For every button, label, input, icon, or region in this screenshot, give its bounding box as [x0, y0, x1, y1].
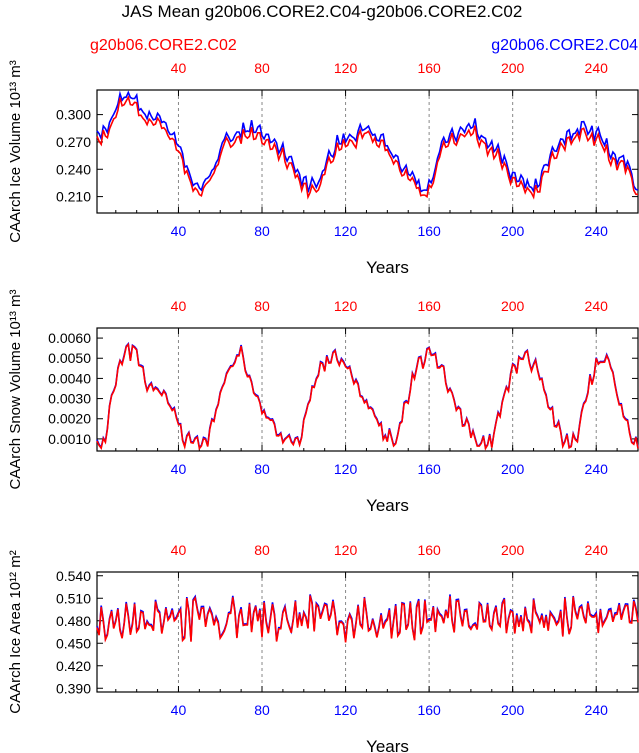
x-tick-label-bottom: 40 — [171, 461, 187, 477]
x-tick-label-top: 120 — [334, 298, 358, 314]
y-tick-label: 0.0030 — [48, 391, 91, 407]
y-axis-label: CAArch Ice Area 10¹² m² — [7, 550, 24, 713]
y-tick-label: 0.0040 — [48, 370, 91, 386]
legend-label-c02: g20b06.CORE2.C02 — [90, 37, 237, 54]
x-tick-label-bottom: 240 — [585, 223, 609, 239]
x-tick-label-top: 160 — [417, 298, 441, 314]
x-tick-label-top: 160 — [417, 60, 441, 76]
x-tick-label-bottom: 200 — [501, 223, 525, 239]
x-axis-label: Years — [366, 496, 409, 515]
y-tick-label: 0.0010 — [48, 431, 91, 447]
series-line-c02 — [96, 595, 639, 643]
x-tick-label-bottom: 120 — [334, 702, 358, 718]
x-tick-label-bottom: 120 — [334, 223, 358, 239]
x-tick-label-bottom: 200 — [501, 461, 525, 477]
x-tick-label-bottom: 160 — [417, 223, 441, 239]
plot-frame — [96, 571, 639, 693]
x-tick-label-top: 40 — [171, 542, 187, 558]
plot-frame — [96, 327, 639, 452]
x-tick-label-top: 160 — [417, 542, 441, 558]
y-tick-label: 0.210 — [56, 189, 91, 205]
series-line-c02 — [96, 95, 639, 200]
x-axis-label: Years — [366, 737, 409, 753]
plot-frame — [96, 89, 639, 214]
x-tick-label-top: 240 — [585, 542, 609, 558]
x-tick-label-bottom: 40 — [171, 702, 187, 718]
y-tick-label: 0.270 — [56, 134, 91, 150]
x-tick-label-top: 80 — [254, 298, 270, 314]
y-axis-label: CAArch Snow Volume 10¹³ m³ — [7, 289, 24, 489]
x-tick-label-top: 80 — [254, 60, 270, 76]
y-tick-label: 0.240 — [56, 161, 91, 177]
x-axis-label: Years — [366, 258, 409, 277]
series-line-c02 — [96, 342, 639, 451]
y-tick-label: 0.0060 — [48, 330, 91, 346]
y-tick-label: 0.450 — [56, 635, 91, 651]
x-tick-label-bottom: 160 — [417, 461, 441, 477]
panel-snow-volume: 40 40 80 80 120 120 160 160 200 200 240 240 0.0010 0.… — [7, 289, 639, 515]
x-tick-label-top: 200 — [501, 542, 525, 558]
x-tick-label-top: 240 — [585, 60, 609, 76]
x-tick-label-bottom: 40 — [171, 223, 187, 239]
y-tick-label: 0.0020 — [48, 411, 91, 427]
y-tick-label: 0.510 — [56, 590, 91, 606]
panel-ice-volume: 40 40 80 80 120 120 160 160 200 200 240 240 0.210 0.2… — [7, 60, 639, 277]
x-tick-label-bottom: 160 — [417, 702, 441, 718]
x-tick-label-top: 120 — [334, 60, 358, 76]
y-axis-label: CAArch Ice Volume 10¹³ m³ — [7, 60, 24, 243]
x-tick-label-bottom: 80 — [254, 702, 270, 718]
x-tick-label-top: 80 — [254, 542, 270, 558]
x-tick-label-bottom: 240 — [585, 461, 609, 477]
panel-ice-area: 40 40 80 80 120 120 160 160 200 200 240 240 0.390 0.4… — [7, 542, 639, 753]
x-tick-label-top: 240 — [585, 298, 609, 314]
y-tick-label: 0.540 — [56, 568, 91, 584]
x-tick-label-bottom: 200 — [501, 702, 525, 718]
y-tick-label: 0.0050 — [48, 350, 91, 366]
x-tick-label-top: 120 — [334, 542, 358, 558]
series-line-c04 — [96, 90, 639, 194]
y-tick-label: 0.390 — [56, 680, 91, 696]
x-tick-label-bottom: 240 — [585, 702, 609, 718]
x-tick-label-bottom: 80 — [254, 461, 270, 477]
x-tick-label-top: 200 — [501, 298, 525, 314]
x-tick-label-top: 40 — [171, 298, 187, 314]
legend-label-c04: g20b06.CORE2.C04 — [491, 37, 638, 54]
panels: 40 40 80 80 120 120 160 160 200 200 240 240 0.210 0.2… — [7, 60, 639, 753]
x-tick-label-bottom: 80 — [254, 223, 270, 239]
y-tick-label: 0.300 — [56, 107, 91, 123]
chart-title: JAS Mean g20b06.CORE2.C04-g20b06.CORE2.C… — [122, 2, 523, 21]
x-tick-label-top: 40 — [171, 60, 187, 76]
y-tick-label: 0.420 — [56, 658, 91, 674]
y-tick-label: 0.480 — [56, 613, 91, 629]
x-tick-label-top: 200 — [501, 60, 525, 76]
x-tick-label-bottom: 120 — [334, 461, 358, 477]
